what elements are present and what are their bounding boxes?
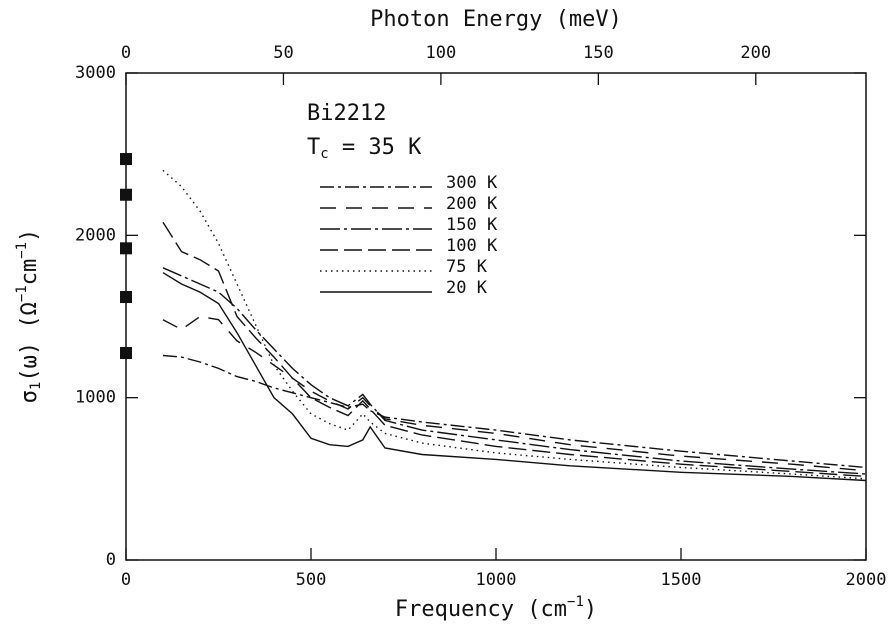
series-line: [162, 272, 867, 482]
x2-tick-label: 200: [740, 43, 771, 63]
legend-label: 100 K: [446, 236, 498, 256]
x2-tick-label: 0: [121, 43, 131, 63]
tc-label: Tc = 35 K: [307, 135, 422, 162]
x-axis-label: Frequency (cm−1): [395, 594, 597, 622]
y-tick-label: 2000: [75, 225, 116, 245]
legend-label: 20 K: [446, 278, 488, 298]
x2-tick-label: 50: [273, 43, 293, 63]
series-line: [162, 221, 867, 478]
y-tick-label: 3000: [75, 63, 116, 83]
dc-point: [120, 347, 132, 360]
series-line: [162, 267, 867, 475]
series-line: [162, 169, 867, 480]
legend-label: 75 K: [446, 257, 488, 277]
legend-label: 300 K: [446, 173, 498, 193]
x2-axis-label: Photon Energy (meV): [370, 7, 622, 32]
x2-tick-label: 100: [426, 43, 457, 63]
x-tick-label: 1500: [661, 570, 702, 590]
x-tick-label: 500: [296, 570, 327, 590]
x-tick-label: 2000: [846, 570, 887, 590]
dc-point: [120, 242, 132, 255]
y-tick-label: 1000: [75, 388, 116, 408]
x-tick-label: 0: [121, 570, 131, 590]
sample-label: Bi2212: [307, 101, 386, 126]
series-line: [162, 315, 867, 472]
y-axis-label: σ1(ω) (Ω−1cm−1): [14, 229, 44, 404]
dc-point: [120, 188, 132, 201]
x-tick-label: 1000: [476, 570, 517, 590]
series-line: [162, 354, 867, 469]
legend-label: 200 K: [446, 194, 498, 214]
dc-point: [120, 153, 132, 166]
legend-label: 150 K: [446, 215, 498, 235]
x2-tick-label: 150: [583, 43, 614, 63]
dc-point: [120, 291, 132, 304]
y-tick-label: 0: [106, 550, 116, 570]
